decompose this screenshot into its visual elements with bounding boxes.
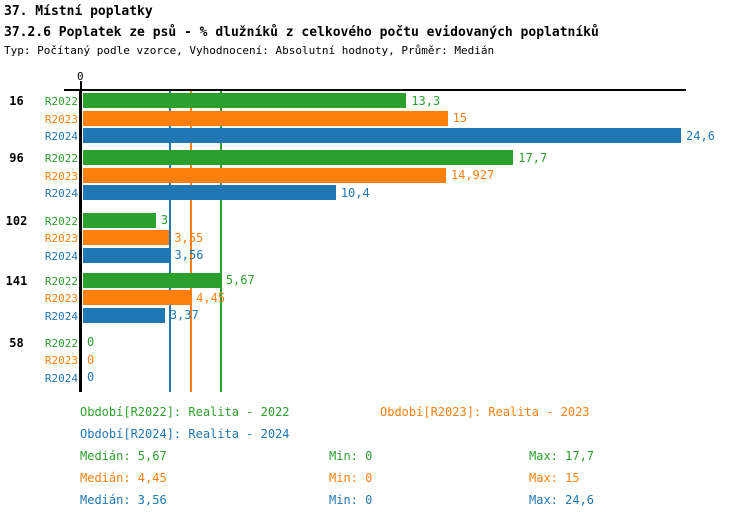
x-axis-zero-label: 0	[77, 70, 84, 83]
bar-102-r2024	[83, 247, 170, 263]
bar-value-96-r2023: 14,927	[450, 168, 495, 182]
bar-value-16-r2022: 13,3	[411, 93, 441, 108]
stat-max-r2024: Max: 24,6	[529, 493, 595, 507]
bar-16-r2024	[83, 128, 682, 143]
series-label-r2024: R2024	[44, 249, 78, 263]
bar-value-58-r2024: 0	[87, 370, 95, 384]
bar-96-r2023	[83, 167, 446, 183]
stat-max-r2022: Max: 17,7	[529, 449, 595, 463]
bar-value-141-r2023: 4,45	[196, 290, 226, 305]
legend-item-r2023: Období[R2023]: Realita - 2023	[380, 405, 590, 419]
bar-96-r2024	[83, 185, 336, 200]
stat-min-r2022: Min: 0	[329, 449, 373, 463]
stat-max-r2023: Max: 15	[529, 471, 580, 485]
bar-value-16-r2023: 15	[452, 111, 468, 125]
median-line-r2022	[219, 90, 222, 392]
bar-value-102-r2022: 3	[160, 213, 169, 227]
series-label-r2023: R2023	[44, 232, 78, 245]
category-label-102: 102	[5, 213, 28, 228]
bar-141-r2024	[83, 307, 165, 323]
bar-value-102-r2024: 3,56	[174, 248, 204, 262]
series-label-r2022: R2022	[44, 274, 78, 288]
bar-value-58-r2022: 0	[87, 335, 95, 349]
series-label-r2024: R2024	[44, 371, 78, 385]
legend-item-r2022: Období[R2022]: Realita - 2022	[80, 405, 290, 419]
report-subtitle: 37.2.6 Poplatek ze psů - % dlužníků z ce…	[4, 25, 599, 40]
bar-16-r2022	[83, 93, 407, 108]
bar-16-r2023	[83, 110, 448, 126]
bar-value-96-r2022: 17,7	[518, 150, 548, 165]
bar-102-r2022	[83, 212, 156, 228]
series-label-r2023: R2023	[44, 354, 78, 367]
series-label-r2024: R2024	[44, 187, 78, 200]
bar-value-102-r2023: 3,55	[174, 230, 204, 245]
y-axis-line	[79, 89, 82, 392]
report-meta-line: Typ: Počítaný podle vzorce, Vyhodnocení:…	[4, 44, 495, 57]
series-label-r2023: R2023	[44, 112, 78, 126]
bar-value-141-r2024: 3,37	[169, 308, 199, 322]
report-title: 37. Místní poplatky	[4, 4, 153, 19]
series-label-r2022: R2022	[44, 152, 78, 165]
series-label-r2023: R2023	[44, 292, 78, 305]
series-label-r2024: R2024	[44, 309, 78, 323]
series-label-r2023: R2023	[44, 169, 78, 183]
x-axis-line	[64, 89, 686, 91]
stat-median-r2022: Medián: 5,67	[80, 449, 167, 463]
bar-value-58-r2023: 0	[87, 352, 95, 367]
category-label-96: 96	[9, 151, 24, 165]
category-label-58: 58	[9, 335, 24, 350]
category-label-141: 141	[5, 273, 28, 288]
bar-value-141-r2022: 5,67	[225, 273, 255, 287]
median-line-r2024	[168, 90, 171, 392]
bar-141-r2022	[83, 272, 221, 288]
category-label-16: 16	[9, 94, 24, 108]
stat-median-r2023: Medián: 4,45	[80, 471, 167, 485]
bar-141-r2023	[83, 290, 192, 305]
stat-min-r2023: Min: 0	[329, 471, 373, 485]
legend-item-r2024: Období[R2024]: Realita - 2024	[80, 427, 290, 441]
series-label-r2022: R2022	[44, 336, 78, 350]
bar-102-r2023	[83, 230, 170, 245]
bar-value-96-r2024: 10,4	[340, 185, 370, 200]
zero-tick	[80, 81, 82, 89]
series-label-r2024: R2024	[44, 130, 78, 143]
series-label-r2022: R2022	[44, 95, 78, 108]
stat-min-r2024: Min: 0	[329, 493, 373, 507]
series-label-r2022: R2022	[44, 214, 78, 228]
bar-value-16-r2024: 24,6	[686, 128, 715, 143]
stat-median-r2024: Medián: 3,56	[80, 493, 167, 507]
bar-96-r2022	[83, 150, 514, 165]
median-line-r2023	[190, 90, 193, 392]
